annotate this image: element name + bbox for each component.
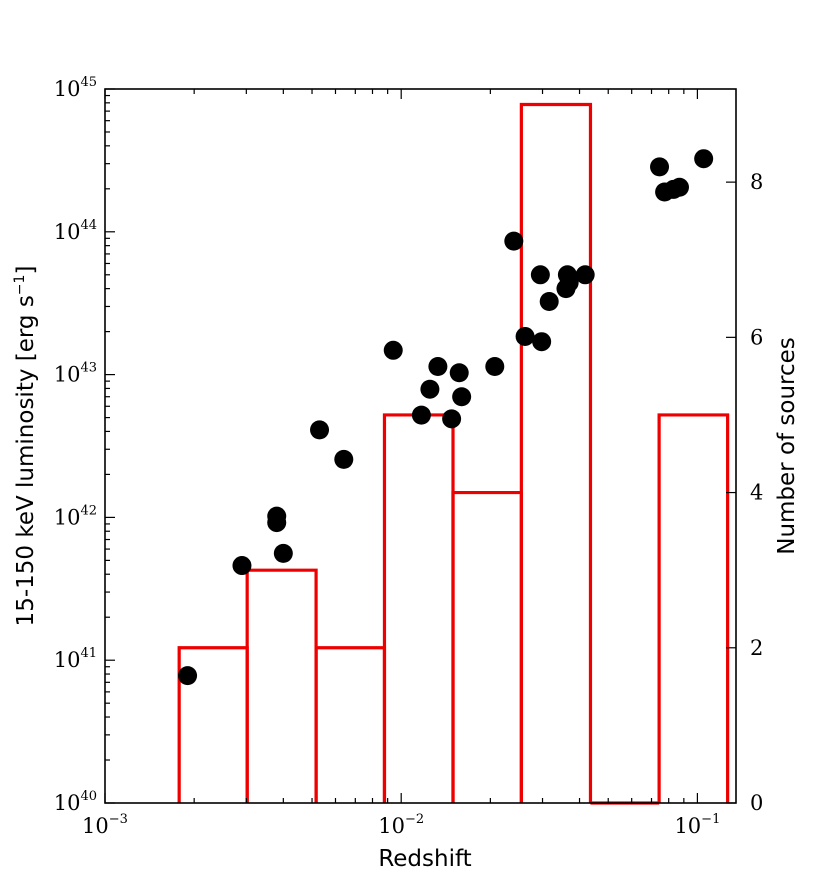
plot-frame [104,88,737,804]
plot-area [177,102,730,805]
scatter-points-layer [178,149,714,686]
histogram-bar-6 [519,102,593,803]
data-point-6 [310,420,330,440]
right-axis-title: Number of sources [774,337,800,555]
y-tick-label-base: 10 [54,791,81,815]
x-tick-label: 10−3 [82,812,128,838]
data-point-17 [515,326,535,346]
histogram-layer [177,102,730,805]
ticks-layer [104,88,736,804]
data-point-19 [532,332,552,352]
x-tick-label: 10−2 [378,812,424,838]
y-axis-title-close: ] [13,266,39,275]
y-tick-label-base: 10 [54,505,81,529]
histogram-bar-3 [314,646,387,803]
data-point-7 [334,449,354,469]
data-point-29 [694,149,714,169]
data-point-13 [449,363,469,383]
x-tick-label: 10−1 [674,812,720,838]
y-tick-label-exponent: 45 [80,75,97,90]
data-point-24 [575,265,595,285]
y-tick-label-base: 10 [54,648,81,672]
y-tick-label-exponent: 40 [80,789,97,804]
y-tick-label-exponent: 42 [80,503,97,518]
data-point-11 [428,356,448,376]
histogram-bar-5 [451,490,523,803]
y-tick-label-exponent: 44 [80,218,97,233]
data-point-9 [411,405,431,425]
data-point-28 [669,177,689,197]
tick-labels-layer: 10−3 10−2 10−11040104110421043104410450246… [54,75,764,838]
histogram-bar-2 [245,568,318,803]
y2-tick-label: 2 [750,636,763,660]
x-tick-label-base: 10 [674,814,701,838]
data-point-1 [178,666,198,686]
data-point-12 [442,409,462,429]
data-point-23 [559,273,579,293]
y2-tick-label: 0 [750,791,763,815]
y-axis-title: 15-150 keV luminosity [erg s−1] [12,266,39,627]
data-point-16 [504,231,524,251]
x-tick-label-exponent: −2 [405,812,424,827]
data-point-8 [383,340,403,360]
x-tick-label-base: 10 [82,814,109,838]
y-tick-label-exponent: 41 [80,646,97,661]
y2-tick-label: 4 [750,481,763,505]
y-tick-label-base: 10 [54,77,81,101]
y-axis-title-exponent: −1 [12,275,28,296]
data-point-2 [232,556,252,576]
data-point-18 [530,265,550,285]
data-point-25 [650,157,670,177]
y-tick-label-base: 10 [54,220,81,244]
y-tick-label-base: 10 [54,363,81,387]
histogram-bar-8 [657,413,730,803]
data-point-10 [420,379,440,399]
y-tick-label: 1042 [54,503,97,529]
y-axis-title-main: 15-150 keV luminosity [erg s [13,295,39,626]
y-tick-label: 1040 [54,789,97,815]
x-axis-title: Redshift [378,846,471,872]
y-tick-label: 1043 [54,361,97,387]
y2-tick-label: 8 [750,170,763,194]
data-point-15 [485,356,505,376]
y-tick-label-exponent: 43 [80,361,97,376]
y-tick-label: 1041 [54,646,97,672]
histogram-bar-4 [382,413,455,803]
x-tick-label-base: 10 [378,814,405,838]
x-tick-label-exponent: −3 [109,812,128,827]
x-tick-label-exponent: −1 [701,812,720,827]
y-tick-label: 1045 [54,75,97,101]
data-point-4 [267,506,287,526]
data-point-20 [539,292,559,312]
data-point-5 [273,543,293,563]
y-tick-label: 1044 [54,218,97,244]
data-point-14 [452,387,472,407]
y2-tick-label: 6 [750,325,763,349]
